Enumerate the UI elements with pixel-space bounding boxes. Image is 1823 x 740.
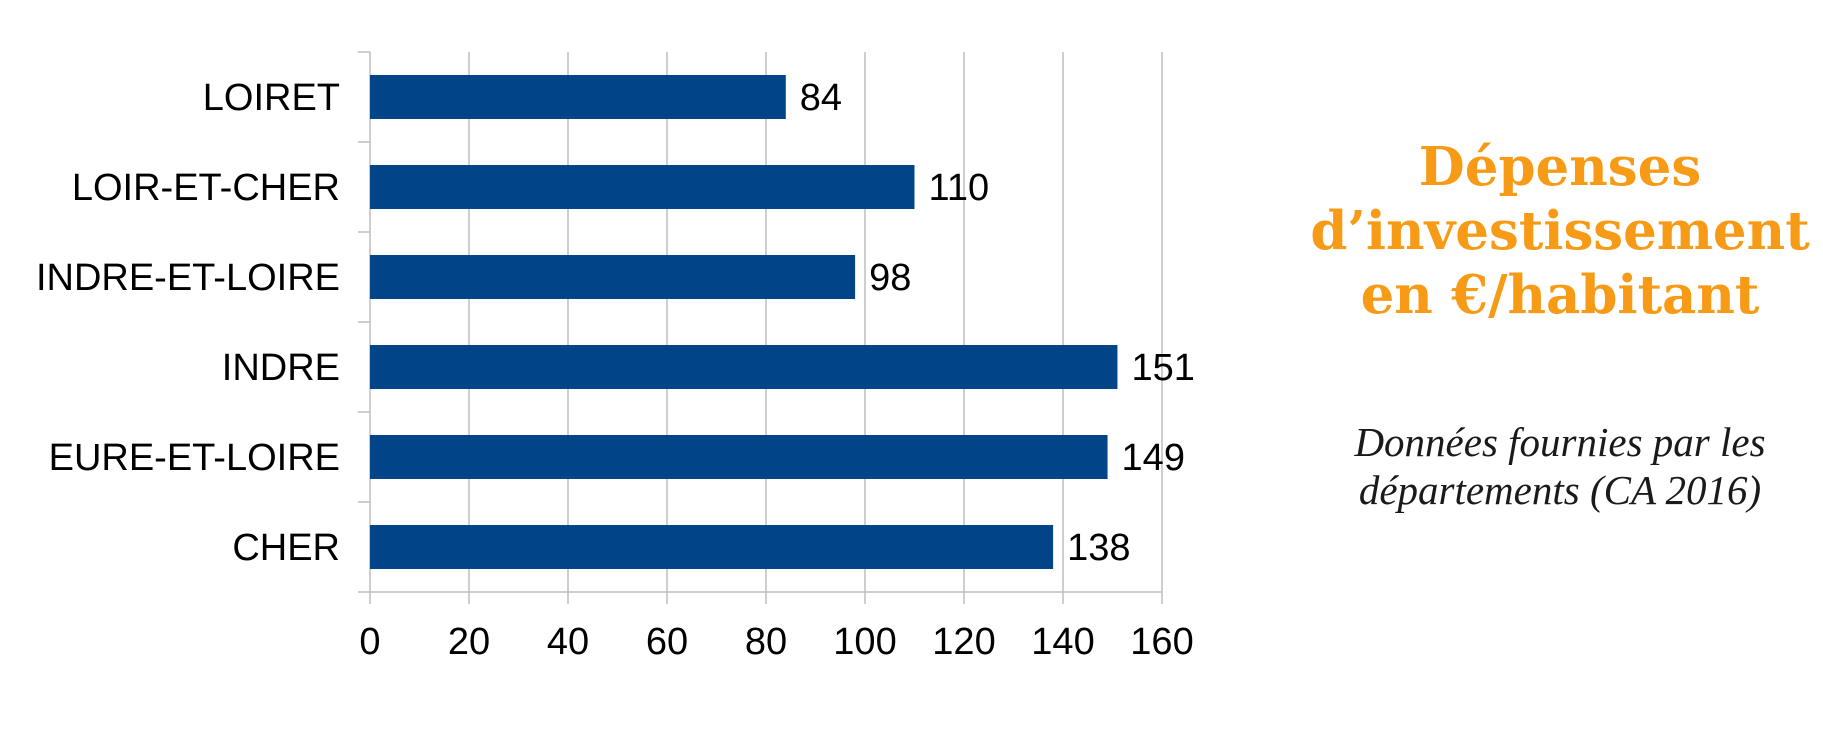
category-label: LOIRET (203, 77, 340, 119)
labels: 0 20 40 60 80 100 120 140 160 LOIRET 84 LOIR-ET-CHE… (36, 77, 1195, 663)
bar (370, 435, 1108, 479)
side-title-line-3: en €/habitant (1360, 264, 1760, 326)
x-tick-label: 20 (448, 621, 490, 663)
data-label: 149 (1122, 437, 1185, 479)
data-label: 84 (800, 77, 842, 119)
x-tick-label: 140 (1031, 621, 1094, 663)
category-label: INDRE (222, 347, 340, 389)
x-tick-label: 40 (547, 621, 589, 663)
x-tick-label: 0 (359, 621, 380, 663)
gridlines (468, 52, 1163, 592)
x-tick-label: 80 (745, 621, 787, 663)
data-label: 110 (929, 167, 990, 209)
category-label: LOIR-ET-CHER (72, 167, 340, 209)
data-label: 98 (869, 257, 911, 299)
bar (370, 345, 1118, 389)
bar (370, 75, 786, 119)
axes (358, 51, 1163, 604)
category-label: EURE-ET-LOIRE (49, 437, 340, 479)
x-tick-label: 120 (932, 621, 995, 663)
category-label: INDRE-ET-LOIRE (36, 257, 340, 299)
side-subtitle-line-2: départements (CA 2016) (1358, 467, 1762, 513)
category-label: CHER (232, 527, 340, 569)
x-tick-label: 60 (646, 621, 688, 663)
bar (370, 165, 915, 209)
side-subtitle-line-1: Données fournies par les (1354, 419, 1766, 465)
bar (370, 525, 1054, 569)
bars (370, 75, 1118, 569)
data-label: 138 (1067, 527, 1130, 569)
side-title-line-1: Dépenses (1418, 136, 1702, 198)
side-subtitle: Données fournies par les départements (C… (1300, 418, 1820, 514)
side-title: Dépenses d’investissement en €/habitant (1300, 135, 1820, 327)
bar-chart: 0 20 40 60 80 100 120 140 160 LOIRET 84 LOIR-ET-CHE… (36, 51, 1195, 663)
bar (370, 255, 856, 299)
side-title-line-2: d’investissement (1310, 200, 1810, 262)
data-label: 151 (1131, 347, 1194, 389)
x-tick-label: 160 (1130, 621, 1193, 663)
x-tick-label: 100 (833, 621, 896, 663)
